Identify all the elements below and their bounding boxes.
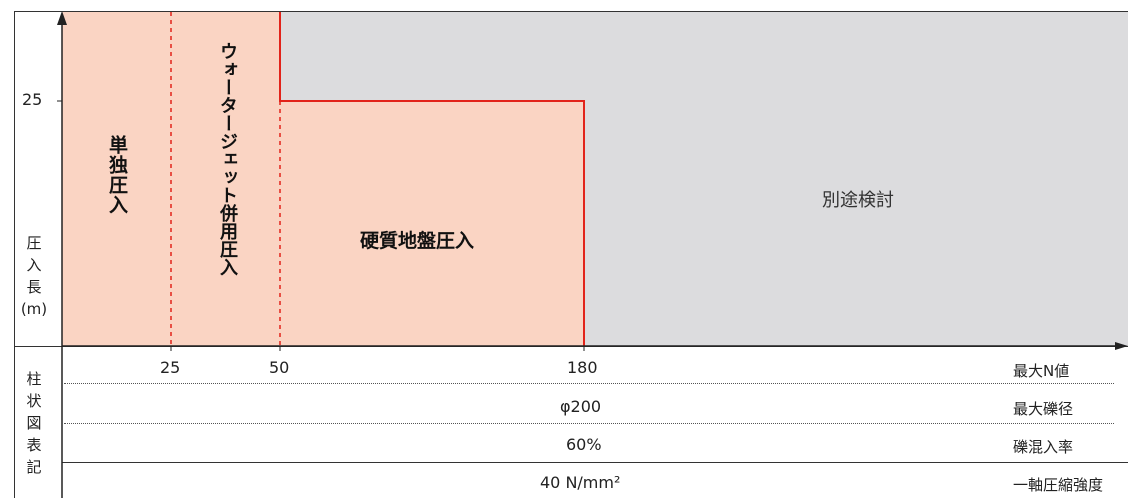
y-axis-caption: 圧 入 長 (m)	[14, 232, 54, 320]
region-single-fill	[62, 12, 280, 346]
row-value-compressive-strength: 40 N/mm²	[540, 473, 621, 492]
side-label-char: 記	[26, 458, 42, 476]
region-hard-ground-label: 硬質地盤圧入	[360, 230, 475, 252]
region-waterjet-label: ウォータージェット併用圧入	[217, 42, 238, 276]
side-label-char: 状	[26, 392, 42, 410]
boundary-line	[279, 12, 585, 346]
region-separate-fill-right	[584, 101, 1128, 346]
row-label-compressive-strength: 一軸圧縮強度	[1013, 476, 1104, 494]
region-separate-label: 別途検討	[822, 190, 894, 211]
y-caption-char: 圧	[26, 234, 42, 252]
x-tick-label-25: 25	[160, 358, 181, 377]
row-value-max-gravel: φ200	[560, 397, 602, 416]
row-label-gravel-ratio: 礫混入率	[1013, 438, 1074, 456]
row-separator-dotted	[64, 423, 1114, 424]
y-caption-char: 入	[26, 256, 42, 274]
region-single-label: 単独圧入	[106, 135, 128, 215]
y-tick-label-25: 25	[22, 90, 43, 109]
row-separator-dotted	[64, 383, 1114, 384]
y-axis-arrow-icon	[57, 11, 67, 25]
x-axis-row-label: 最大N値	[1013, 362, 1070, 380]
table-bottom-line	[62, 462, 1128, 463]
row-label-max-gravel: 最大礫径	[1013, 400, 1074, 418]
side-label-char: 表	[26, 436, 42, 454]
region-hard-ground-fill	[280, 101, 584, 346]
frame-top-line	[14, 11, 1128, 12]
y-caption-char: 長	[26, 278, 42, 296]
frame-left-line	[14, 11, 15, 498]
x-tick-label-50: 50	[269, 358, 290, 377]
side-label-char: 柱	[26, 370, 42, 388]
region-separate-fill-top	[281, 12, 1128, 101]
x-tick-label-180: 180	[567, 358, 598, 377]
y-caption-char: (m)	[20, 300, 48, 318]
x-axis-arrow-icon	[1115, 342, 1128, 350]
side-label-char: 図	[26, 414, 42, 432]
table-side-label: 柱 状 図 表 記	[14, 368, 54, 478]
row-value-gravel-ratio: 60%	[566, 435, 602, 454]
